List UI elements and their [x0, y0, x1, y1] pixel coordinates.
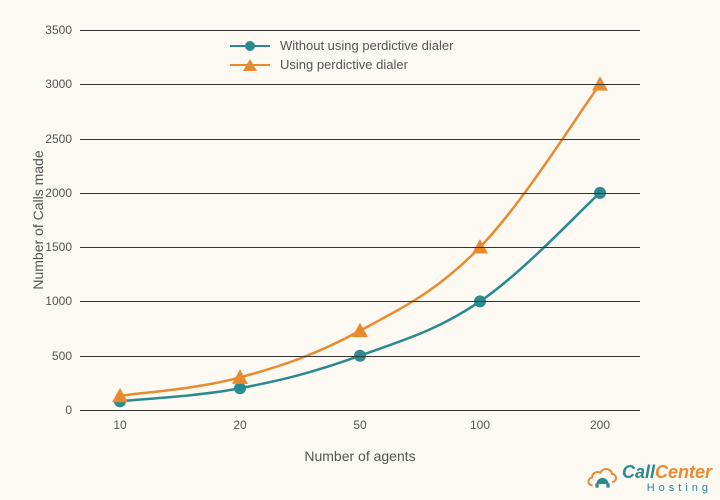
grid-line	[80, 139, 640, 140]
series-line	[120, 84, 600, 396]
series-marker-triangle	[352, 323, 368, 337]
triangle-icon	[243, 59, 257, 71]
y-axis-label: Number of Calls made	[30, 150, 46, 289]
logo-cloud-icon	[584, 466, 620, 492]
chart-container: 0500100015002000250030003500102050100200…	[0, 0, 720, 500]
y-tick-label: 1000	[45, 294, 80, 308]
series-lines	[80, 30, 640, 410]
x-tick-label: 20	[233, 410, 246, 432]
legend-label: Using perdictive dialer	[280, 57, 408, 72]
y-tick-label: 1500	[45, 240, 80, 254]
logo-call: Call	[622, 462, 655, 482]
x-tick-label: 200	[590, 410, 610, 432]
x-tick-label: 10	[113, 410, 126, 432]
plot-area: 0500100015002000250030003500102050100200	[80, 30, 640, 410]
y-tick-label: 3500	[45, 23, 80, 37]
grid-line	[80, 301, 640, 302]
logo-hosting: Hosting	[622, 482, 712, 494]
grid-line	[80, 30, 640, 31]
logo-text: CallCenter Hosting	[622, 463, 712, 494]
legend-item: Using perdictive dialer	[230, 57, 453, 72]
y-tick-label: 500	[52, 349, 80, 363]
legend-label: Without using perdictive dialer	[280, 38, 453, 53]
legend-item: Without using perdictive dialer	[230, 38, 453, 53]
series-line	[120, 193, 600, 401]
logo-center: Center	[655, 462, 712, 482]
x-tick-label: 50	[353, 410, 366, 432]
logo: CallCenter Hosting	[584, 463, 712, 494]
y-tick-label: 3000	[45, 77, 80, 91]
series-marker-circle	[234, 382, 246, 394]
x-tick-label: 100	[470, 410, 490, 432]
y-tick-label: 0	[65, 403, 80, 417]
grid-line	[80, 84, 640, 85]
y-tick-label: 2000	[45, 186, 80, 200]
circle-icon	[245, 41, 255, 51]
x-axis-label: Number of agents	[304, 448, 415, 464]
grid-line	[80, 356, 640, 357]
grid-line	[80, 193, 640, 194]
y-tick-label: 2500	[45, 132, 80, 146]
legend: Without using perdictive dialer Using per…	[230, 38, 453, 72]
grid-line	[80, 247, 640, 248]
